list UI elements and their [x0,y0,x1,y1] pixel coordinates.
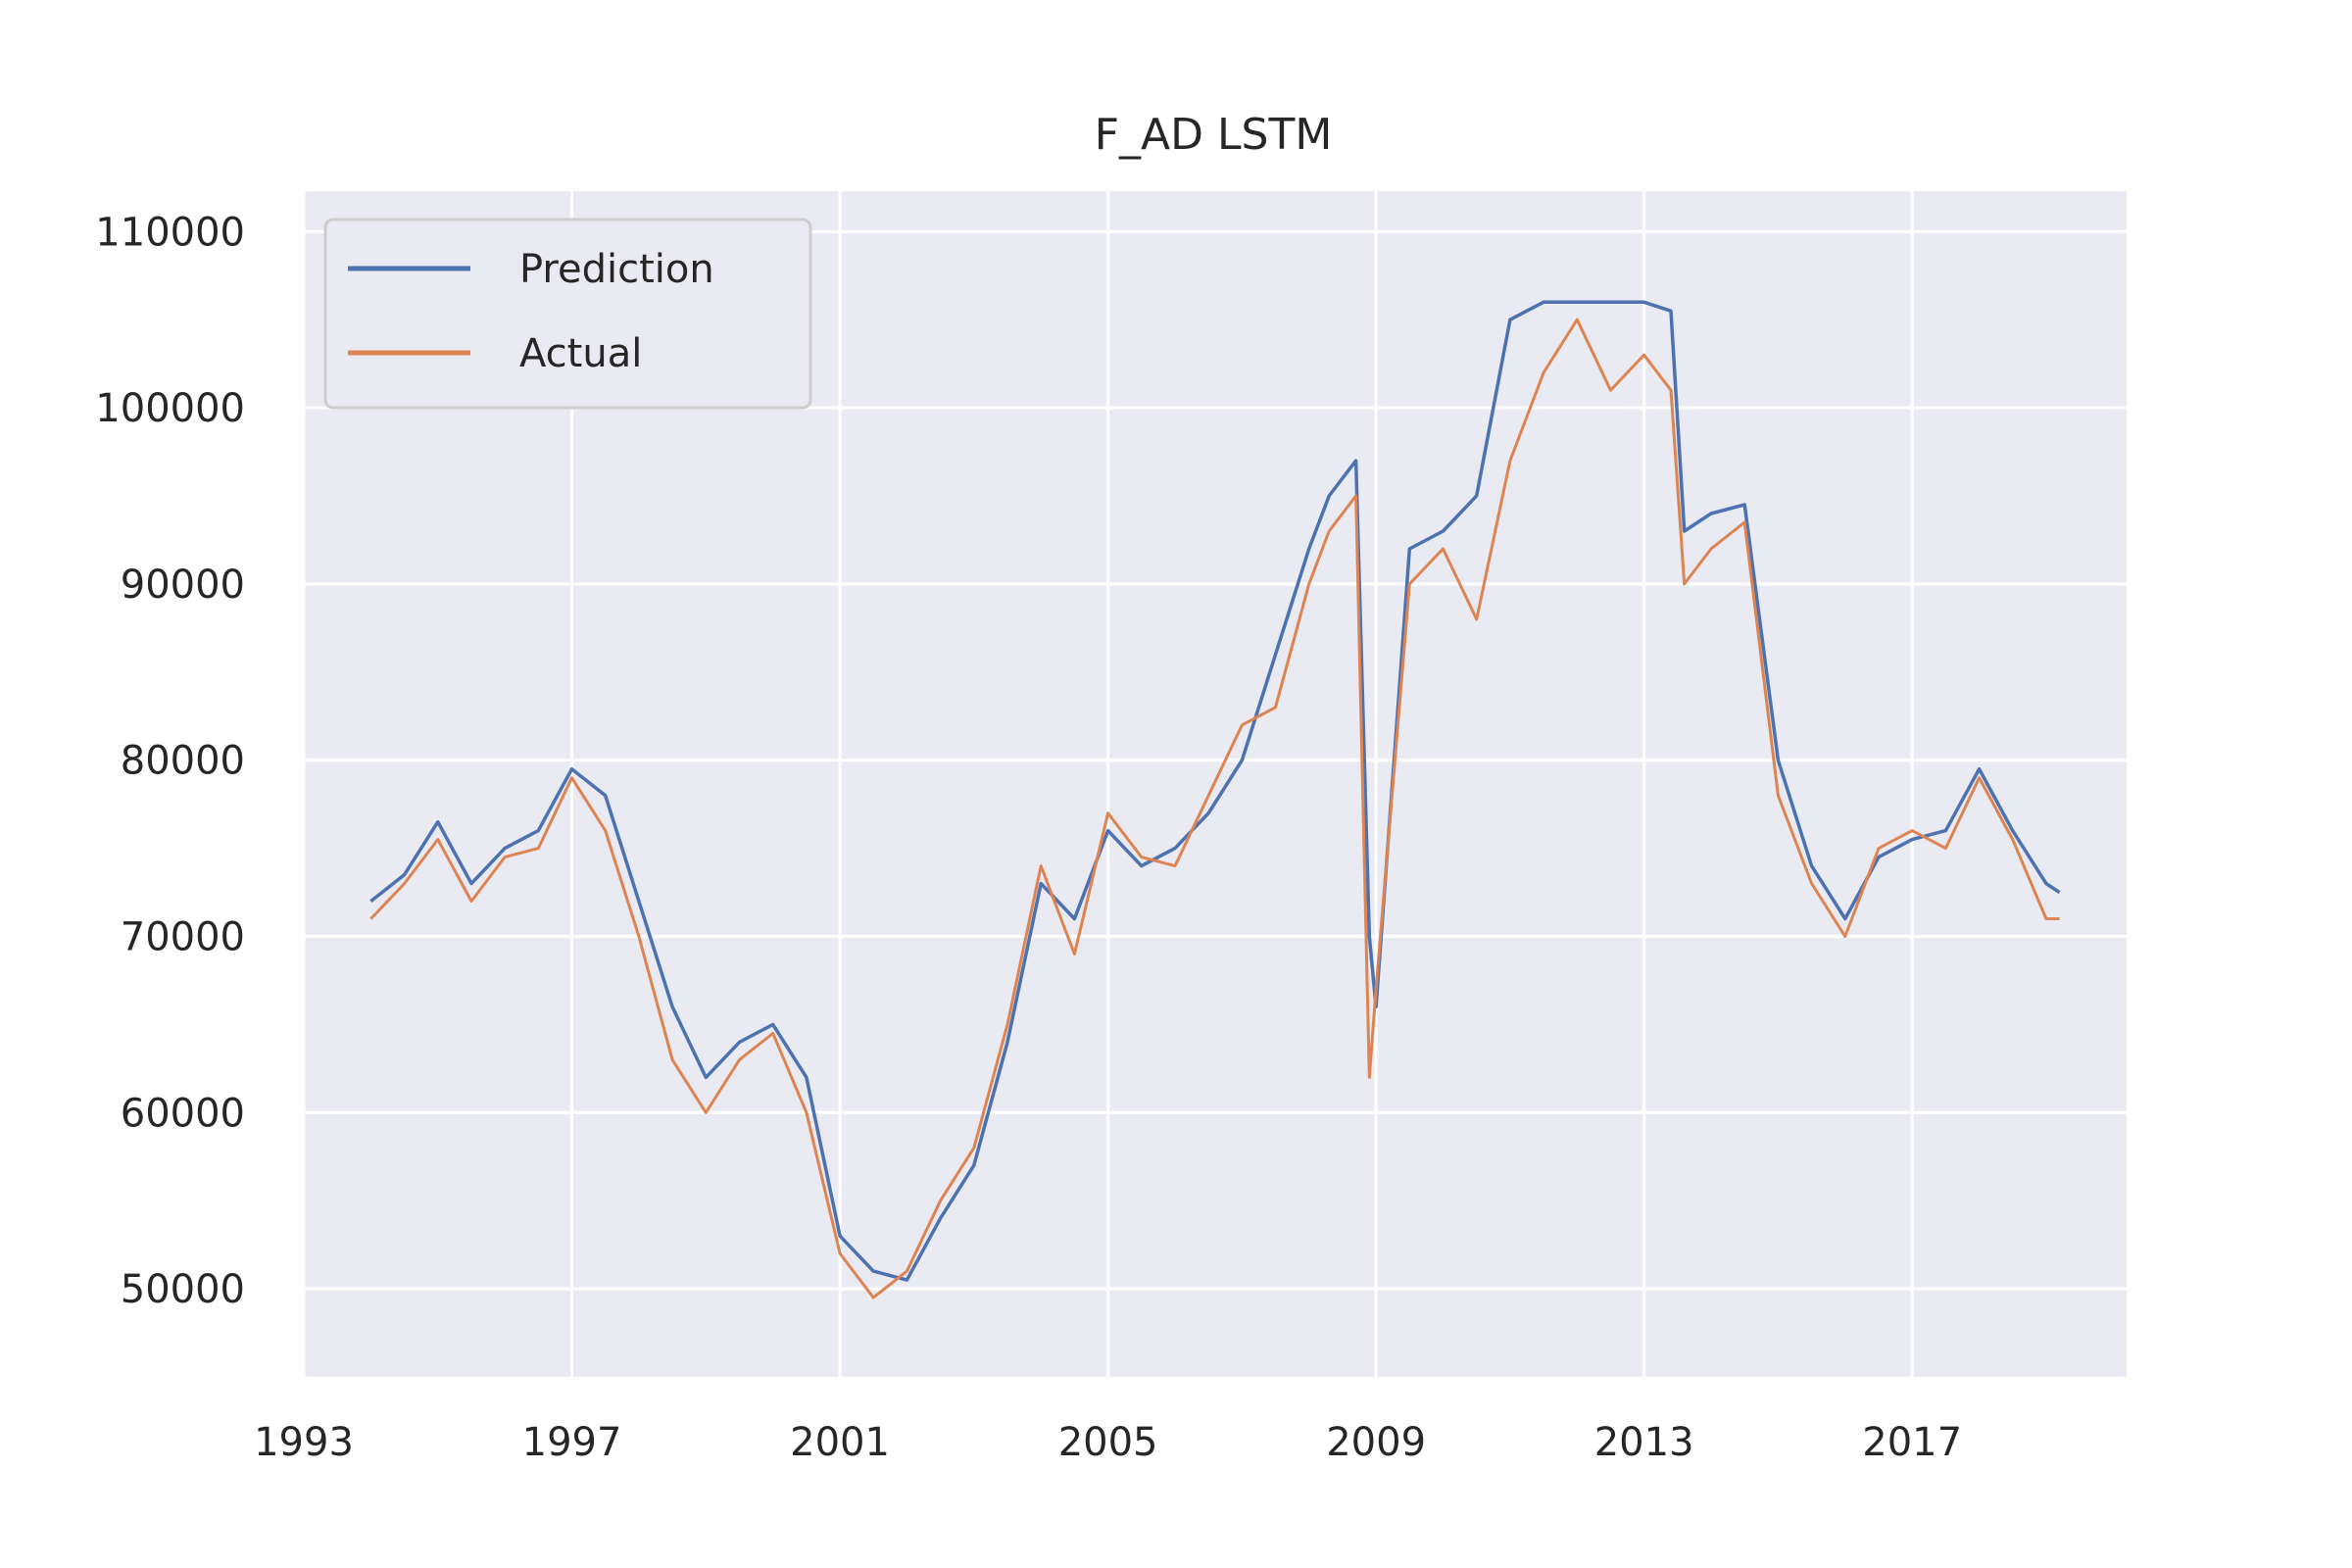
y-tick-label: 50000 [121,1267,245,1312]
x-tick-label: 2005 [1058,1420,1158,1465]
series-lines [369,300,2061,1299]
y-tick-label: 100000 [95,386,245,431]
legend-label-actual: Actual [519,331,642,376]
series-line-prediction [369,300,2061,1282]
x-tick-label: 1997 [522,1420,622,1465]
y-tick-label: 110000 [95,210,245,255]
x-tick-label: 2009 [1326,1420,1426,1465]
y-tick-label: 80000 [121,739,245,784]
y-tick-label: 70000 [121,915,245,960]
x-tick-label: 2017 [1862,1420,1962,1465]
y-axis-ticks: 50000 60000 70000 80000 90000 100000 110000 [95,210,245,1312]
x-axis-ticks: 1993 1997 2001 2005 2009 2013 2017 [254,1420,1962,1465]
legend: Prediction Actual [323,218,812,410]
chart-title: F_AD LSTM [1095,110,1333,160]
series-line-actual [369,318,2060,1299]
x-tick-label: 1993 [254,1420,354,1465]
y-tick-label: 90000 [121,563,245,608]
y-tick-label: 60000 [121,1091,245,1136]
x-tick-label: 2001 [790,1420,890,1465]
x-tick-label: 2013 [1594,1420,1694,1465]
legend-label-prediction: Prediction [519,247,714,292]
grid [302,191,2127,1377]
